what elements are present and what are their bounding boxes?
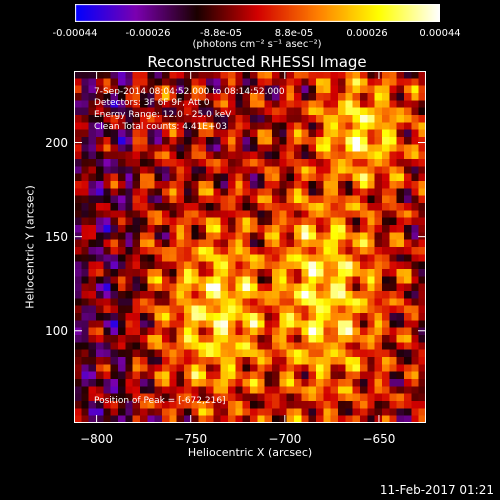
- heatmap-image: [74, 71, 426, 423]
- annotation-peak: Position of Peak = [-672,216]: [94, 396, 226, 406]
- annotation-detectors: Detectors: 3F 6F 9F, Att 0: [94, 98, 210, 108]
- annotation-time: 7-Sep-2014 08:04:52.000 to 08:14:52.000: [94, 87, 285, 97]
- colorbar-tick: -0.00044: [52, 28, 98, 39]
- x-axis-label: Heliocentric X (arcsec): [187, 446, 313, 459]
- plot-area: [74, 71, 426, 423]
- x-tick-label: −650: [362, 432, 396, 446]
- plot-axes: [74, 71, 426, 423]
- y-axis-label: Heliocentric Y (arcsec): [23, 185, 37, 309]
- y-tick-label: 100: [45, 323, 68, 338]
- colorbar-tick: -8.8e-05: [200, 28, 242, 39]
- y-tick-label: 150: [45, 229, 68, 244]
- y-tick-label: 200: [45, 135, 68, 150]
- colorbar-tick: 0.00044: [419, 28, 461, 39]
- x-tick-label: −800: [80, 432, 114, 446]
- colorbar-unit-label: (photons cm⁻² s⁻¹ asec⁻²): [192, 39, 322, 50]
- x-tick-label: −700: [268, 432, 302, 446]
- plot-frame: [74, 71, 426, 423]
- colorbar-tick: -0.00026: [125, 28, 171, 39]
- tick-marks: [74, 71, 426, 423]
- chart-title: Reconstructed RHESSI Image: [147, 53, 367, 71]
- colorbar: [75, 4, 440, 22]
- annotation-energy: Energy Range: 12.0 - 25.0 keV: [94, 110, 232, 120]
- colorbar-tick: 8.8e-05: [274, 28, 314, 39]
- x-tick-label: −750: [174, 432, 208, 446]
- footer-timestamp: 11-Feb-2017 01:21: [379, 483, 494, 497]
- colorbar-tick: 0.00026: [346, 28, 388, 39]
- annotation-clean: Clean Total counts: 4.41E+03: [94, 122, 227, 132]
